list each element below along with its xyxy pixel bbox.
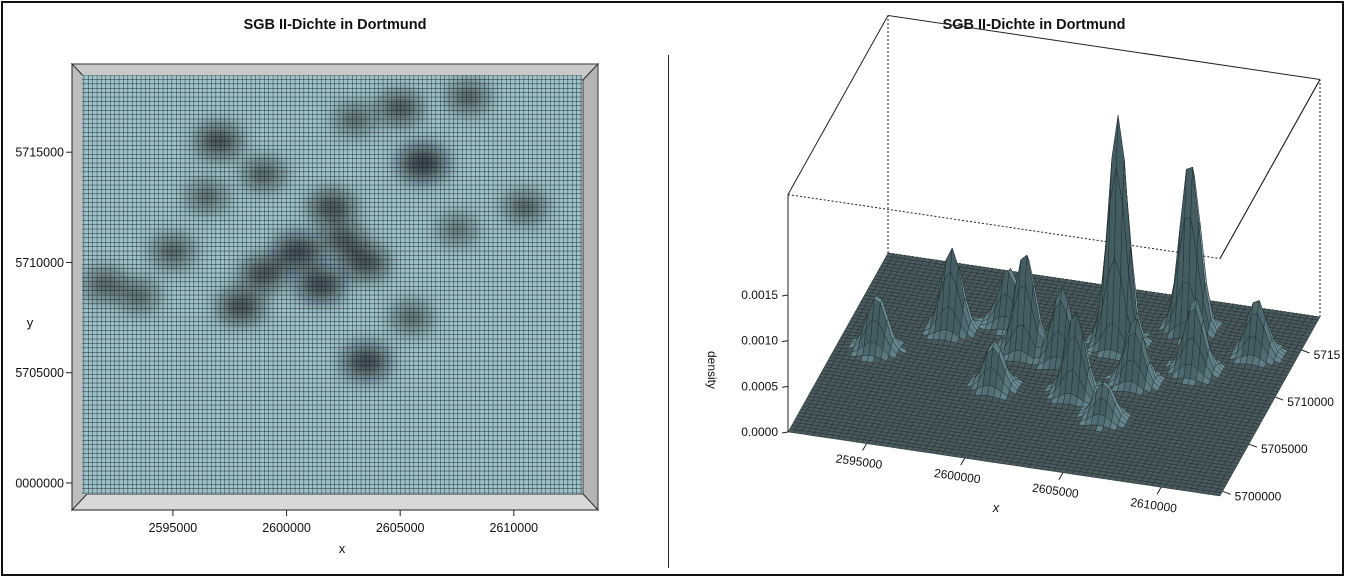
right-z-axis-label: density: [705, 351, 719, 389]
hotspot-2: [379, 93, 422, 123]
z-tick-label: 0.0015: [741, 288, 778, 302]
hotspot-16: [343, 345, 390, 378]
y-tick-label: 5705000: [15, 366, 64, 380]
y-tick-label: 5700000: [1235, 489, 1282, 503]
left-chart-title: SGB II-Dichte in Dortmund: [243, 17, 427, 33]
hotspot-1: [335, 105, 374, 133]
x-tick-mark: [862, 443, 867, 451]
y-tick-mark: [1301, 349, 1310, 354]
y-tick-mark: [1248, 443, 1258, 448]
left-surface-chart: 2595000 2600000 2605000 2610000 0000000 5705…: [15, 62, 600, 556]
left-x-axis-label: x: [339, 541, 346, 556]
hotspot-4: [448, 82, 489, 112]
y-tick-mark: [1222, 490, 1231, 495]
hotspot-14: [119, 282, 158, 310]
box-edge-top-left: [787, 15, 889, 195]
hotspot-10: [297, 268, 344, 301]
hotspot-7: [274, 235, 321, 268]
box-frame-bottom: [70, 493, 600, 511]
right-chart-title: SGB II-Dichte in Dortmund: [942, 17, 1126, 33]
z-tick-mark: [781, 340, 789, 343]
box-edge-back-top: [887, 15, 1321, 81]
z-tick-label: 0.0000: [741, 425, 778, 439]
hotspot-17: [392, 304, 431, 332]
hotspot-5: [243, 160, 284, 189]
left-y-axis-label: y: [27, 315, 34, 330]
x-tick-label: 2600000: [933, 466, 982, 486]
hotspot-11: [344, 246, 389, 279]
hotspot-13: [84, 270, 125, 299]
y-tick-mark: [1275, 396, 1284, 401]
x-tick-label: 2605000: [1031, 481, 1080, 501]
x-tick-label: 2595000: [835, 451, 884, 471]
x-tick-mark: [960, 457, 966, 466]
z-tick-label: 0.0010: [741, 334, 778, 348]
y-tick-label: 5715000: [1314, 348, 1340, 362]
hotspot-6: [310, 191, 354, 223]
y-tick-label: 5715000: [15, 146, 64, 160]
y-tick-label: 5710000: [15, 256, 64, 270]
z-tick-label: 0.0005: [741, 379, 778, 393]
panel-divider: [668, 55, 669, 568]
right-x-axis-label: x: [992, 500, 1000, 515]
x-tick-label: 2610000: [1130, 495, 1179, 515]
y-tick-label: 5705000: [1261, 442, 1308, 456]
density-hotspots: [84, 82, 546, 378]
hotspot-19: [439, 216, 475, 243]
z-tick-mark: [781, 294, 789, 297]
x-tick-label: 2605000: [376, 521, 425, 535]
box-edge-top-back: [1219, 79, 1321, 259]
x-tick-label: 2595000: [149, 521, 198, 535]
y-tick-label: 5710000: [1287, 395, 1334, 409]
y-tick-label: 0000000: [15, 476, 64, 490]
hotspot-12: [152, 237, 193, 266]
hotspot-0: [196, 125, 241, 157]
x-tick-mark: [1058, 472, 1064, 480]
x-tick-label: 2600000: [262, 521, 311, 535]
right-3d-surface-chart: 2595000 2600000 2605000 2610000 5700000 5705…: [705, 15, 1340, 516]
hotspot-20: [188, 182, 226, 210]
x-tick-mark: [1156, 487, 1162, 495]
hotspot-9: [241, 257, 286, 290]
hotspot-18: [505, 193, 546, 222]
density-surface: [787, 115, 1321, 497]
hotspot-3: [398, 146, 447, 181]
box-edge-top-front: [787, 194, 1221, 260]
z-tick-mark: [781, 385, 789, 388]
box-frame-right: [582, 62, 599, 512]
x-tick-label: 2610000: [489, 521, 538, 535]
hotspot-8: [322, 225, 365, 256]
z-tick-mark: [781, 431, 789, 434]
surface-facet: [1213, 491, 1223, 497]
hotspot-15: [219, 290, 264, 323]
